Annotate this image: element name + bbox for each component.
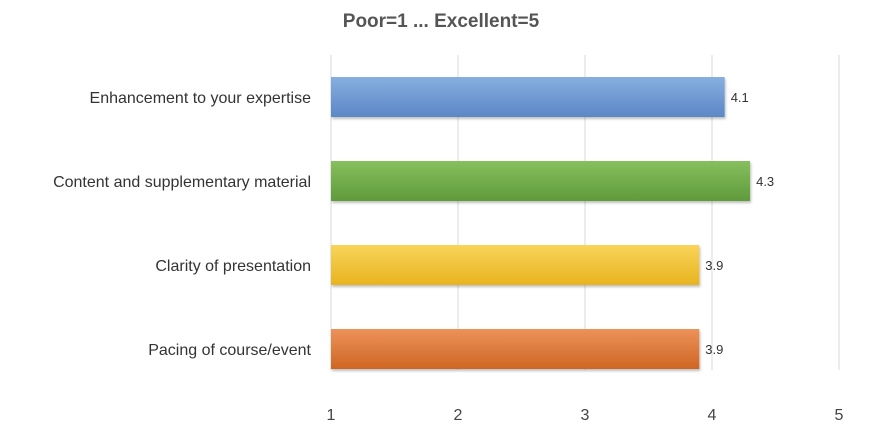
chart-title: Poor=1 ... Excellent=5 bbox=[343, 11, 540, 32]
category-label-1: Enhancement to your expertise bbox=[90, 90, 312, 107]
bar-4 bbox=[331, 329, 700, 369]
bar-1 bbox=[331, 77, 725, 117]
data-label-3: 3.9 bbox=[705, 258, 723, 273]
bar-3 bbox=[331, 245, 700, 285]
category-label-2: Content and supplementary material bbox=[53, 174, 311, 191]
x-tick-label-4: 4 bbox=[708, 407, 717, 424]
bar-2 bbox=[331, 161, 751, 201]
category-labels: Enhancement to your expertise Content and… bbox=[53, 90, 311, 359]
x-tick-label-2: 2 bbox=[454, 407, 463, 424]
x-tick-label-5: 5 bbox=[835, 407, 844, 424]
data-label-2: 4.3 bbox=[756, 174, 774, 189]
bars: 4.1 4.3 3.9 3.9 bbox=[331, 77, 774, 369]
data-label-1: 4.1 bbox=[731, 90, 749, 105]
x-axis-tick-labels: 1 2 3 4 5 bbox=[327, 407, 844, 424]
category-label-3: Clarity of presentation bbox=[155, 258, 311, 275]
data-label-4: 3.9 bbox=[705, 342, 723, 357]
category-label-4: Pacing of course/event bbox=[148, 342, 311, 359]
x-tick-label-3: 3 bbox=[581, 407, 590, 424]
x-tick-label-1: 1 bbox=[327, 407, 336, 424]
